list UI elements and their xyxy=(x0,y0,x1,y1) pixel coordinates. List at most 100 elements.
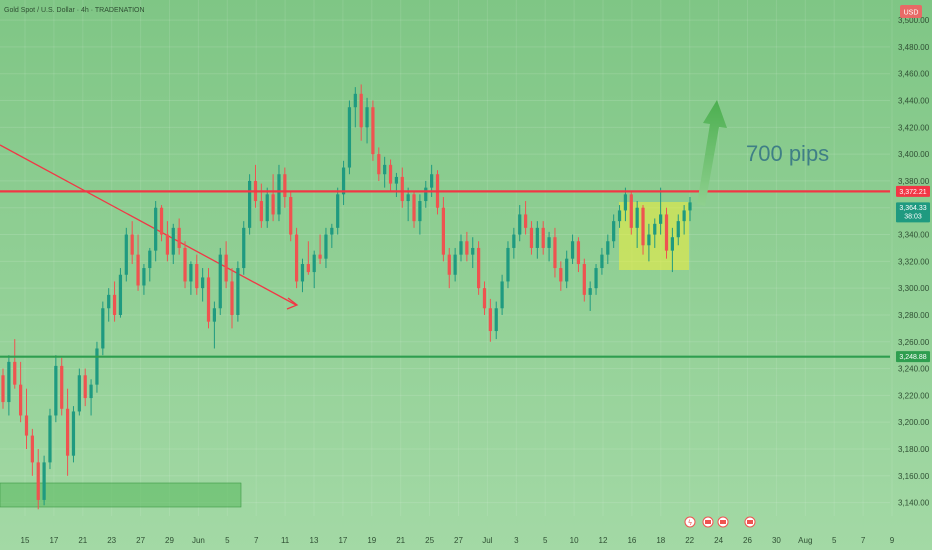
event-markers[interactable]: ϟ xyxy=(684,516,756,528)
candle-body xyxy=(218,254,222,309)
candle-body xyxy=(594,268,598,289)
y-tick-label: 3,200.00 xyxy=(898,418,930,427)
candle-body xyxy=(688,202,692,211)
candle-body xyxy=(664,214,669,251)
x-tick-label: 10 xyxy=(570,536,579,545)
candle-body xyxy=(430,174,434,188)
candle-body xyxy=(183,247,187,282)
x-tick-label: 12 xyxy=(599,536,608,545)
x-tick-label: 27 xyxy=(136,536,145,545)
x-tick-label: 18 xyxy=(656,536,665,545)
candle-body xyxy=(165,234,170,255)
demand-zone xyxy=(0,482,242,508)
candle-body xyxy=(336,194,340,228)
x-tick-label: 16 xyxy=(627,536,636,545)
candle-body xyxy=(623,194,628,211)
candle-body xyxy=(77,375,81,412)
candle-body xyxy=(371,107,375,155)
candle-body xyxy=(629,194,633,228)
candle-body xyxy=(418,201,422,222)
downtrend-arrowhead xyxy=(286,297,299,310)
candle-body xyxy=(242,227,246,269)
candle-body xyxy=(400,176,404,202)
x-tick-label: 11 xyxy=(281,536,290,545)
x-tick-label: 7 xyxy=(861,536,866,545)
candle-body xyxy=(13,361,17,385)
candle-body xyxy=(377,154,381,175)
candle-body xyxy=(588,288,592,295)
x-tick-label: 26 xyxy=(743,536,752,545)
candle-body xyxy=(112,294,117,315)
candle-body xyxy=(424,187,428,202)
candle-body xyxy=(300,264,305,282)
candle-body xyxy=(289,197,293,235)
candle-body xyxy=(606,241,610,255)
candle-body xyxy=(359,93,363,128)
candle-body xyxy=(453,254,457,275)
candle-body xyxy=(553,237,557,269)
candle-body xyxy=(547,237,551,248)
candle-body xyxy=(65,408,70,456)
x-tick-label: 13 xyxy=(310,536,319,545)
candle-body xyxy=(394,176,399,184)
candle-body xyxy=(130,234,134,255)
candle-body xyxy=(101,308,105,349)
y-tick-label: 3,400.00 xyxy=(898,150,930,159)
grid xyxy=(0,0,893,516)
candle-body xyxy=(154,207,158,251)
y-axis: 3,140.00 3,160.00 3,180.00 3,200.00 3,220.00… xyxy=(898,16,930,507)
candle-body xyxy=(512,234,516,248)
candle-body xyxy=(347,107,352,168)
x-tick-label: 3 xyxy=(514,536,519,545)
candle-body xyxy=(136,254,140,286)
x-tick-label: 24 xyxy=(714,536,723,545)
candle-body xyxy=(89,384,93,399)
candle-body xyxy=(42,462,46,500)
candle-body xyxy=(201,277,205,289)
x-axis: 15 17 21 23 27 29 Jun 5 7 11 13 17 19 21 25 27 Jul 3 5 10 12… xyxy=(21,536,895,545)
candle-body xyxy=(635,207,639,228)
candle-body xyxy=(271,194,275,215)
candle-body xyxy=(676,221,680,238)
candle-body xyxy=(107,294,111,309)
x-tick-label: 21 xyxy=(396,536,405,545)
candle-body xyxy=(535,227,539,248)
x-tick-label: 7 xyxy=(254,536,259,545)
candle-body xyxy=(195,264,199,289)
candle-body xyxy=(488,308,492,332)
candle-body xyxy=(142,268,146,286)
candle-body xyxy=(365,107,369,128)
x-tick-label: 30 xyxy=(772,536,781,545)
candle-body xyxy=(441,207,445,255)
candle-body xyxy=(189,264,193,282)
candle-body xyxy=(1,375,5,403)
candle-body xyxy=(177,227,181,248)
candle-body xyxy=(459,241,463,255)
candle-body xyxy=(224,254,228,282)
candle-body xyxy=(206,277,211,322)
y-tick-label: 3,220.00 xyxy=(898,391,930,400)
candle-body xyxy=(641,207,645,246)
candle-body xyxy=(318,254,322,259)
current-price-tag: 3,364.33 38:03 xyxy=(896,202,930,223)
candle-body xyxy=(659,214,663,224)
x-tick-label: 25 xyxy=(425,536,434,545)
candle-body xyxy=(500,281,504,309)
candle-body xyxy=(54,365,58,416)
x-tick-label: 21 xyxy=(78,536,87,545)
support-price-label: 3,248.88 xyxy=(899,354,926,361)
y-tick-label: 3,420.00 xyxy=(898,123,930,132)
countdown-label: 38:03 xyxy=(904,213,922,220)
y-tick-label: 3,460.00 xyxy=(898,70,930,79)
candle-body xyxy=(482,288,487,309)
x-tick-label: 17 xyxy=(49,536,58,545)
x-tick-label: 5 xyxy=(832,536,837,545)
y-tick-label: 3,440.00 xyxy=(898,97,930,106)
candle-body xyxy=(83,375,87,399)
event-flash-icon xyxy=(684,516,696,528)
x-tick-label: 23 xyxy=(107,536,116,545)
candle-body xyxy=(7,361,11,403)
candle-body xyxy=(294,234,299,282)
candle-body xyxy=(494,308,498,332)
